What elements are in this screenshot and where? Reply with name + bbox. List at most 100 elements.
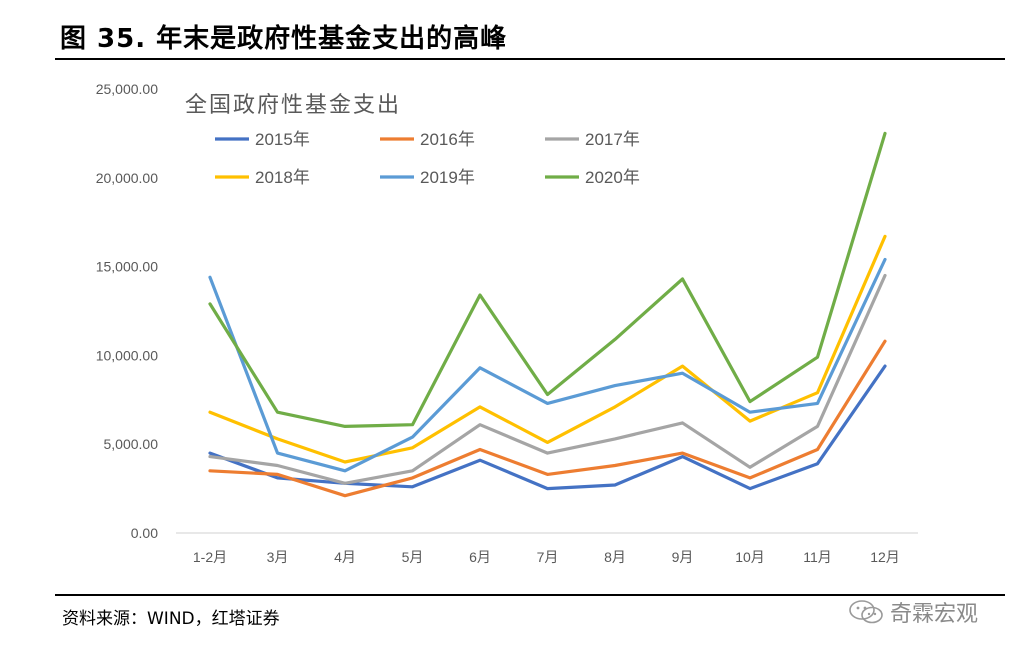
- data-point: [681, 277, 684, 281]
- data-point: [546, 451, 549, 455]
- data-point: [546, 393, 549, 396]
- series-line-2018年: [208, 234, 887, 464]
- y-tick-label: 10,000.00: [96, 347, 158, 363]
- legend-label: 2016年: [420, 130, 475, 149]
- legend-label: 2020年: [585, 168, 640, 187]
- data-point: [276, 473, 279, 476]
- series-line-2015年: [208, 364, 887, 491]
- data-point: [411, 446, 414, 449]
- chart-title: 全国政府性基金支出: [185, 93, 401, 118]
- data-point: [816, 425, 819, 428]
- line-chart: 0.00 5,000.00 10,000.00 15,000.00 20,000.00 2…: [96, 81, 918, 565]
- x-tick-label: 7月: [537, 549, 559, 565]
- data-point: [681, 371, 684, 375]
- watermark: 奇霖宏观: [848, 596, 978, 628]
- figure-title: 图 35. 年末是政府性基金支出的高峰: [60, 24, 508, 54]
- data-point: [748, 411, 752, 414]
- data-point: [276, 437, 279, 441]
- data-point: [883, 339, 887, 343]
- data-point: [883, 258, 887, 261]
- data-point: [748, 400, 752, 403]
- series-lines: [208, 131, 887, 498]
- data-point: [546, 473, 549, 476]
- data-point: [883, 235, 887, 238]
- data-point: [613, 483, 617, 487]
- data-point: [748, 487, 752, 490]
- y-tick-label: 0.00: [131, 525, 158, 541]
- x-tick-label: 5月: [402, 549, 424, 565]
- data-point: [613, 338, 617, 341]
- y-tick-label: 15,000.00: [96, 259, 158, 275]
- data-point: [478, 293, 482, 297]
- data-point: [883, 132, 887, 135]
- data-point: [816, 402, 819, 405]
- data-point: [343, 482, 347, 485]
- legend: 2015年 2016年 2017年 2018年 2019年 2020年: [215, 130, 640, 187]
- data-point: [208, 276, 212, 279]
- bottom-rule: [55, 594, 1005, 596]
- x-tick-label: 10月: [735, 549, 765, 565]
- data-point: [681, 364, 684, 368]
- data-point: [208, 455, 212, 458]
- data-point: [411, 435, 414, 439]
- data-point: [208, 302, 212, 306]
- data-point: [276, 464, 279, 467]
- x-axis: 1-2月 3月 4月 5月 6月 7月 8月 9月 10月 11月 12月: [176, 532, 918, 565]
- series-line-2019年: [208, 257, 887, 473]
- data-point: [343, 494, 347, 497]
- data-point: [478, 458, 482, 462]
- x-tick-label: 12月: [870, 549, 900, 565]
- data-point: [681, 421, 684, 425]
- data-point: [883, 364, 887, 368]
- data-point: [478, 423, 482, 426]
- data-point: [276, 451, 279, 455]
- data-point: [208, 411, 212, 414]
- data-point: [276, 411, 279, 414]
- y-tick-label: 5,000.00: [104, 436, 159, 452]
- data-point: [681, 451, 684, 455]
- data-point: [816, 462, 819, 465]
- data-point: [681, 455, 684, 458]
- data-point: [748, 476, 752, 480]
- data-point: [816, 391, 819, 394]
- x-tick-label: 11月: [803, 549, 832, 565]
- watermark-text: 奇霖宏观: [890, 602, 979, 627]
- data-point: [208, 469, 212, 473]
- data-point: [478, 405, 482, 409]
- data-point: [343, 425, 347, 428]
- data-point: [748, 419, 752, 423]
- y-axis-labels: 0.00 5,000.00 10,000.00 15,000.00 20,000.00 2…: [96, 81, 159, 541]
- data-point: [816, 355, 819, 359]
- y-tick-label: 20,000.00: [96, 170, 158, 186]
- x-tick-label: 4月: [334, 549, 356, 565]
- data-point: [343, 469, 347, 473]
- x-tick-label: 8月: [604, 549, 626, 565]
- wechat-icon: [849, 600, 883, 624]
- data-point: [411, 485, 414, 489]
- x-tick-label: 9月: [672, 549, 694, 565]
- data-point: [816, 448, 819, 451]
- data-point: [411, 423, 414, 426]
- data-point: [343, 460, 347, 464]
- x-tick-label: 3月: [267, 549, 289, 565]
- data-point: [411, 476, 414, 480]
- data-point: [613, 437, 617, 441]
- legend-label: 2015年: [255, 130, 310, 149]
- data-point: [613, 464, 617, 467]
- source-note: 资料来源：WIND，红塔证券: [62, 609, 280, 629]
- legend-label: 2018年: [255, 168, 310, 187]
- data-point: [546, 487, 549, 490]
- data-point: [478, 366, 482, 370]
- x-tick-label: 1-2月: [193, 549, 227, 565]
- legend-label: 2017年: [585, 130, 640, 149]
- x-tick-label: 6月: [469, 549, 491, 565]
- top-rule: [55, 58, 1005, 60]
- data-point: [478, 448, 482, 451]
- data-point: [208, 451, 212, 455]
- data-point: [276, 476, 279, 480]
- legend-label: 2019年: [420, 168, 475, 187]
- data-point: [613, 384, 617, 387]
- data-point: [546, 402, 549, 405]
- data-point: [613, 405, 617, 409]
- data-point: [411, 469, 414, 473]
